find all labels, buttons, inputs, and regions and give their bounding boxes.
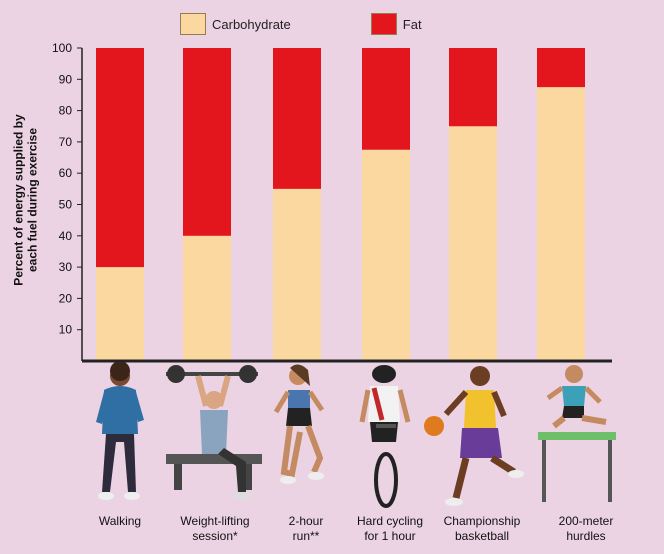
bar-fat-weight-lifting — [183, 48, 231, 236]
x-label-hurdles-line-2: hurdles — [566, 529, 606, 543]
bar-fat-hurdles — [537, 48, 585, 88]
x-label-run-line-1: 2-hour — [288, 514, 324, 528]
y-tick-label: 100 — [52, 41, 72, 55]
x-label-hurdles-line-1: 200-meter — [558, 514, 614, 528]
bar-carbohydrate-walking — [96, 267, 144, 361]
legend-label-carbohydrate: Carbohydrate — [212, 16, 291, 32]
x-label-walking-line-1: Walking — [98, 514, 142, 528]
bar-carbohydrate-basketball — [449, 126, 497, 361]
x-label-hurdles: 200-meter hurdles — [536, 514, 636, 544]
legend: Carbohydrate Fat — [180, 12, 502, 36]
runner-illustration — [273, 364, 325, 484]
x-label-basketball-line-1: Championship — [443, 514, 521, 528]
bar-carbohydrate-hurdles — [537, 87, 585, 361]
y-tick-label: 80 — [59, 104, 73, 118]
x-label-cycling-line-2: for 1 hour — [364, 529, 416, 543]
x-label-cycling: Hard cycling for 1 hour — [340, 514, 440, 544]
legend-item-carbohydrate: Carbohydrate — [180, 13, 291, 35]
y-tick-label: 40 — [59, 229, 73, 243]
x-label-walking: Walking — [70, 514, 170, 529]
weight-lifter-illustration — [166, 365, 262, 500]
bar-carbohydrate-cycling — [362, 149, 410, 361]
x-label-basketball: Championship basketball — [432, 514, 532, 544]
y-tick-label: 60 — [59, 166, 73, 180]
y-tick-label: 50 — [59, 198, 73, 212]
y-tick-label: 10 — [59, 323, 73, 337]
bar-carbohydrate-weight-lifting — [183, 235, 231, 361]
y-tick-label: 90 — [59, 72, 73, 86]
y-axis-title-line-1: Percent of energy supplied by — [12, 114, 26, 286]
x-label-run-line-2: run** — [292, 529, 320, 543]
y-tick-label: 70 — [59, 135, 73, 149]
y-axis-title-line-2: each fuel during exercise — [26, 127, 40, 273]
legend-item-fat: Fat — [370, 13, 422, 35]
x-label-run: 2-hour run** — [256, 514, 356, 544]
basketball-player-illustration — [424, 366, 524, 506]
bar-fat-walking — [96, 48, 144, 268]
x-label-cycling-line-1: Hard cycling — [356, 514, 424, 528]
x-label-weight-lifting-line-1: Weight-lifting — [180, 514, 250, 528]
legend-swatch-fat — [370, 13, 397, 35]
y-axis-title: Percent of energy supplied by each fuel … — [2, 90, 50, 310]
y-tick-label: 20 — [59, 291, 73, 305]
cyclist-illustration — [359, 365, 411, 508]
bar-carbohydrate-run — [273, 188, 321, 361]
bar-fat-basketball — [449, 48, 497, 127]
x-label-basketball-line-2: basketball — [454, 529, 510, 543]
hurdler-illustration — [538, 365, 616, 502]
x-label-weight-lifting: Weight-lifting session* — [165, 514, 265, 544]
y-tick-label: 30 — [59, 260, 73, 274]
legend-swatch-carbohydrate — [180, 13, 206, 35]
bar-fat-run — [273, 48, 321, 189]
legend-label-fat: Fat — [402, 16, 422, 32]
bar-fat-cycling — [362, 48, 410, 150]
walking-person-illustration — [96, 362, 144, 500]
x-label-weight-lifting-line-2: session* — [192, 529, 238, 543]
